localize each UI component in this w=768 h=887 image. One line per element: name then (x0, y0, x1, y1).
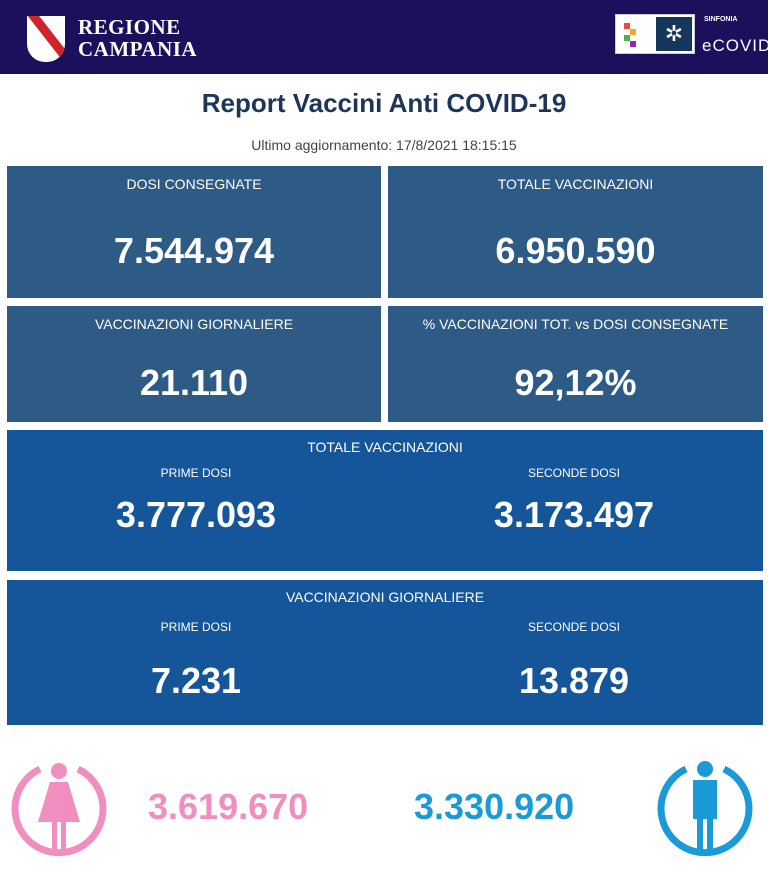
prime-dosi-value: 3.777.093 (115, 494, 277, 535)
prime-dosi: PRIME DOSI 3.777.093 (7, 466, 385, 536)
seconde-dosi-value: 13.879 (518, 660, 630, 701)
seconde-dosi-label: SECONDE DOSI (527, 620, 620, 634)
card-dosi-consegnate: DOSI CONSEGNATE 7.544.974 (7, 166, 381, 298)
sinfonia-logo: ✲ (615, 14, 695, 54)
last-updated: Ultimo aggiornamento: 17/8/2021 18:15:15 (251, 137, 517, 153)
seconde-dosi: SECONDE DOSI 13.879 (385, 620, 763, 702)
totale-vaccinazioni-panel: TOTALE VACCINAZIONI PRIME DOSI 3.777.093… (7, 430, 763, 571)
female-icon (11, 763, 107, 857)
male-count: 3.330.920 (414, 786, 575, 827)
card-label: VACCINAZIONI GIORNALIERE (94, 316, 294, 332)
prime-dosi-label: PRIME DOSI (160, 466, 232, 480)
page-title: Report Vaccini Anti COVID-19 (201, 88, 567, 118)
panel-label: VACCINAZIONI GIORNALIERE (285, 589, 485, 605)
card-vaccinazioni-giornaliere: VACCINAZIONI GIORNALIERE 21.110 (7, 306, 381, 422)
seconde-dosi-label: SECONDE DOSI (527, 466, 620, 480)
card-percentuale: % VACCINAZIONI TOT. vs DOSI CONSEGNATE 9… (388, 306, 763, 422)
seconde-dosi: SECONDE DOSI 3.173.497 (385, 466, 763, 536)
card-label: DOSI CONSEGNATE (126, 176, 262, 192)
regione-campania-logo: REGIONE CAMPANIA (78, 16, 197, 60)
card-value: 7.544.974 (113, 230, 275, 271)
male-icon (657, 761, 753, 857)
virus-icon: ✲ (656, 17, 692, 51)
seconde-dosi-value: 3.173.497 (493, 494, 655, 535)
brand-line1: REGIONE (78, 15, 181, 39)
partner-small-label: SINFONIA (704, 16, 738, 23)
card-value: 92,12% (514, 362, 637, 403)
card-value: 6.950.590 (495, 230, 656, 271)
card-label: TOTALE VACCINAZIONI (497, 176, 654, 192)
prime-dosi: PRIME DOSI 7.231 (7, 620, 385, 702)
prime-dosi-value: 7.231 (150, 660, 242, 701)
prime-dosi-label: PRIME DOSI (160, 620, 232, 634)
panel-label: TOTALE VACCINAZIONI (307, 439, 463, 455)
vaccinazioni-giornaliere-panel: VACCINAZIONI GIORNALIERE PRIME DOSI 7.23… (7, 580, 763, 725)
header: REGIONE CAMPANIA ✲ SINFONIA eCOVID (0, 0, 768, 74)
female-count: 3.619.670 (148, 786, 309, 827)
partner-name: eCOVID (702, 36, 768, 55)
regione-campania-shield-logo (27, 16, 65, 62)
card-label: % VACCINAZIONI TOT. vs DOSI CONSEGNATE (422, 316, 729, 332)
card-totale-vaccinazioni: TOTALE VACCINAZIONI 6.950.590 (388, 166, 763, 298)
card-value: 21.110 (139, 362, 249, 403)
brand-line2: CAMPANIA (78, 37, 198, 61)
